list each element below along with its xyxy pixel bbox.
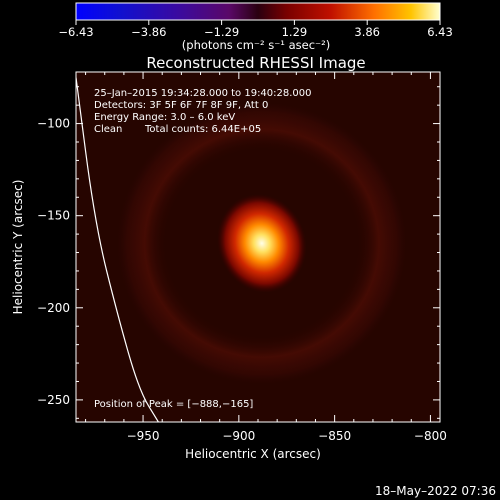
- y-tick-label: −200: [37, 301, 70, 315]
- colorbar: −6.43 −3.86 −1.29 1.29 3.86 6.43 (photons cm⁻…: [58, 2, 453, 52]
- x-tick-label: −800: [414, 429, 447, 443]
- observation-info: 25–Jan–2015 19:34:28.000 to 19:40:28.000…: [94, 88, 312, 410]
- colorbar-tick-label: 3.86: [354, 25, 380, 39]
- generation-timestamp: 18–May–2022 07:36: [375, 484, 496, 498]
- solar-limb-line: [76, 77, 159, 422]
- x-axis-ticks: −950 −900 −850 −800: [85, 72, 447, 443]
- time-range-text: 25–Jan–2015 19:34:28.000 to 19:40:28.000: [94, 88, 312, 99]
- y-axis-ticks: −100 −150 −200 −250: [37, 86, 440, 419]
- x-tick-label: −950: [127, 429, 160, 443]
- colorbar-tick-label: 6.43: [427, 25, 453, 39]
- colorbar-tick-label: −6.43: [58, 25, 93, 39]
- colorbar-units: (photons cm⁻² s⁻¹ asec⁻²): [182, 38, 330, 52]
- colorbar-tick-label: −3.86: [131, 25, 166, 39]
- y-tick-label: −100: [37, 117, 70, 131]
- x-axis-label: Heliocentric X (arcsec): [185, 447, 321, 461]
- x-tick-label: −900: [222, 429, 255, 443]
- plot-area: −950 −900 −850 −800 −100 −150 −200 −250: [37, 71, 447, 443]
- y-tick-label: −150: [37, 209, 70, 223]
- y-axis-label: Heliocentric Y (arcsec): [11, 180, 25, 315]
- energy-range-text: Energy Range: 3.0 – 6.0 keV: [94, 112, 235, 123]
- xray-source: [217, 193, 307, 293]
- total-counts-text: Total counts: 6.44E+05: [144, 124, 261, 135]
- peak-position-text: Position of Peak = [−888,−165]: [94, 399, 253, 410]
- x-tick-label: −850: [318, 429, 351, 443]
- chart-title: Reconstructed RHESSI Image: [146, 54, 365, 72]
- clean-label: Clean: [94, 124, 122, 135]
- y-tick-label: −250: [37, 393, 70, 407]
- colorbar-tick-label: 1.29: [282, 25, 308, 39]
- colorbar-swatch: [76, 3, 440, 20]
- colorbar-ticks: −6.43 −3.86 −1.29 1.29 3.86 6.43: [58, 20, 453, 39]
- colorbar-frame: [75, 2, 441, 21]
- detectors-text: Detectors: 3F 5F 6F 7F 8F 9F, Att 0: [94, 100, 268, 111]
- colorbar-tick-label: −1.29: [204, 25, 239, 39]
